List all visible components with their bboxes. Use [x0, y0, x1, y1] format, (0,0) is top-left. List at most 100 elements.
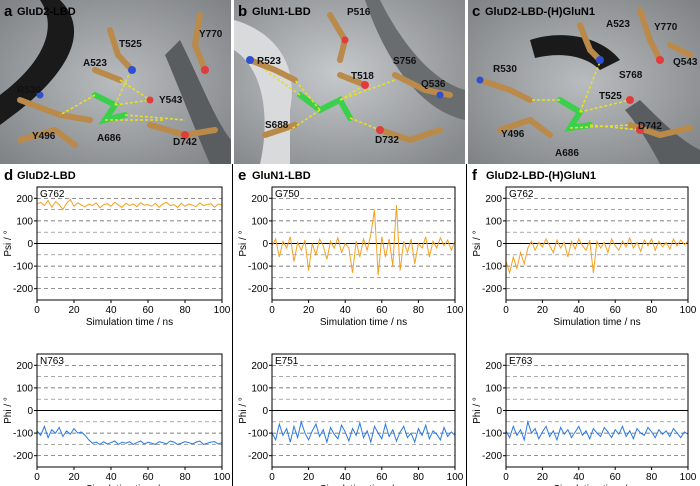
- residue-label: S688: [265, 120, 289, 131]
- residue-label: S756: [393, 56, 417, 67]
- series-line: [36, 198, 223, 211]
- x-tick-label: 80: [646, 305, 658, 316]
- residue-tag: G762: [509, 189, 534, 200]
- y-tick-label: 200: [16, 361, 33, 372]
- y-axis-label: Psi / °: [238, 230, 249, 256]
- residue-label: D742: [638, 121, 662, 132]
- residue-label: Q543: [673, 57, 698, 68]
- y-tick-label: 100: [16, 383, 33, 394]
- y-tick-label: 0: [496, 406, 502, 417]
- residue-label: T525: [119, 39, 142, 50]
- x-tick-label: 40: [340, 472, 352, 483]
- x-tick-label: 80: [179, 472, 191, 483]
- y-tick-label: 100: [485, 216, 502, 227]
- x-tick-label: 0: [503, 472, 509, 483]
- psi-chart-d: -200 -100 0 100 200 0 20 40 60 80 100 Simulation ti…: [3, 186, 231, 328]
- plot-title-f: GluD2-LBD-(H)GluN1: [486, 170, 596, 182]
- series-line: [271, 419, 456, 445]
- y-tick-label: -100: [482, 429, 502, 440]
- x-tick-label: 60: [142, 472, 154, 483]
- residue-label: D742: [173, 137, 197, 148]
- panel-letter-b: b: [238, 3, 247, 20]
- x-tick-label: 80: [413, 305, 425, 316]
- x-tick-label: 80: [179, 305, 191, 316]
- x-tick-label: 40: [340, 305, 352, 316]
- y-tick-label: -200: [248, 451, 268, 462]
- y-tick-label: -200: [13, 284, 33, 295]
- residue-tag: E751: [275, 356, 299, 367]
- series-line: [271, 205, 456, 276]
- x-tick-label: 0: [34, 305, 40, 316]
- residue-label: T525: [599, 91, 622, 102]
- x-tick-label: 40: [573, 472, 585, 483]
- residue-label: R530: [493, 64, 517, 75]
- residue-label: D732: [375, 135, 399, 146]
- series-line: [505, 236, 689, 275]
- x-tick-label: 80: [413, 472, 425, 483]
- x-tick-label: 100: [214, 305, 231, 316]
- y-tick-label: 0: [262, 406, 268, 417]
- y-tick-label: 100: [251, 383, 268, 394]
- y-tick-label: 0: [262, 239, 268, 250]
- residue-label: Q536: [421, 79, 446, 90]
- x-axis-label: Simulation time / ns: [553, 484, 640, 486]
- x-tick-label: 20: [303, 472, 315, 483]
- residue-tag: G750: [275, 189, 300, 200]
- y-tick-label: -200: [13, 451, 33, 462]
- plots-background: [0, 164, 700, 486]
- plot-letter-e: e: [238, 167, 246, 184]
- residue-label: Y496: [32, 131, 56, 142]
- y-axis-label: Psi / °: [3, 230, 14, 256]
- x-tick-label: 0: [503, 305, 509, 316]
- x-tick-label: 60: [610, 305, 622, 316]
- y-tick-label: 200: [485, 194, 502, 205]
- x-tick-label: 40: [105, 472, 117, 483]
- phi-chart-f: -200 -100 0 100 200 0 20 40 60 80 100 Simulation ti…: [472, 353, 697, 486]
- plot-title-d: GluD2-LBD: [17, 170, 76, 182]
- y-tick-label: -200: [248, 284, 268, 295]
- y-tick-label: 100: [16, 216, 33, 227]
- residue-label: T518: [351, 71, 374, 82]
- x-tick-label: 40: [105, 305, 117, 316]
- residue-label: Y770: [199, 29, 223, 40]
- x-tick-label: 20: [68, 472, 80, 483]
- residue-label: S768: [619, 70, 643, 81]
- residue-label: A523: [606, 19, 630, 30]
- structure-panel-b: b GluN1-LBD P516 R523 S756 T518 Q536 S68…: [234, 0, 465, 164]
- x-tick-label: 60: [376, 305, 388, 316]
- x-tick-label: 60: [142, 305, 154, 316]
- residue-label: P516: [347, 7, 371, 18]
- x-tick-label: 100: [447, 472, 464, 483]
- series-line: [36, 424, 223, 446]
- panel-title-b: GluN1-LBD: [252, 6, 311, 18]
- x-tick-label: 100: [680, 305, 697, 316]
- psi-chart-f: -200 -100 0 100 200 0 20 40 60 80 100 Simulation ti…: [472, 186, 697, 328]
- y-axis-label: Phi / °: [3, 397, 14, 424]
- residue-label: Y543: [159, 95, 183, 106]
- residue-label: Y496: [501, 129, 525, 140]
- x-axis-label: Simulation time / ns: [320, 484, 407, 486]
- residue-label: A686: [555, 148, 579, 159]
- x-tick-label: 100: [214, 472, 231, 483]
- y-tick-label: 0: [496, 239, 502, 250]
- y-axis-label: Phi / °: [238, 397, 249, 424]
- x-tick-label: 0: [269, 472, 275, 483]
- residue-label: A523: [83, 58, 107, 69]
- x-axis-label: Simulation time / ns: [553, 317, 640, 328]
- y-tick-label: -100: [248, 262, 268, 273]
- x-tick-label: 20: [68, 305, 80, 316]
- x-axis-label: Simulation time / ns: [86, 484, 173, 486]
- y-tick-label: 200: [251, 361, 268, 372]
- x-tick-label: 0: [34, 472, 40, 483]
- residue-tag: N763: [40, 356, 64, 367]
- y-tick-label: -200: [482, 451, 502, 462]
- panel-letter-a: a: [4, 3, 13, 20]
- x-tick-label: 0: [269, 305, 275, 316]
- residue-tag: G762: [40, 189, 65, 200]
- residue-label: R523: [257, 56, 281, 67]
- x-axis-label: Simulation time / ns: [86, 317, 173, 328]
- plot-title-e: GluN1-LBD: [252, 170, 311, 182]
- phi-chart-d: -200 -100 0 100 200 0 20 40 60 80 100 Simulation ti…: [3, 353, 231, 486]
- x-tick-label: 100: [447, 305, 464, 316]
